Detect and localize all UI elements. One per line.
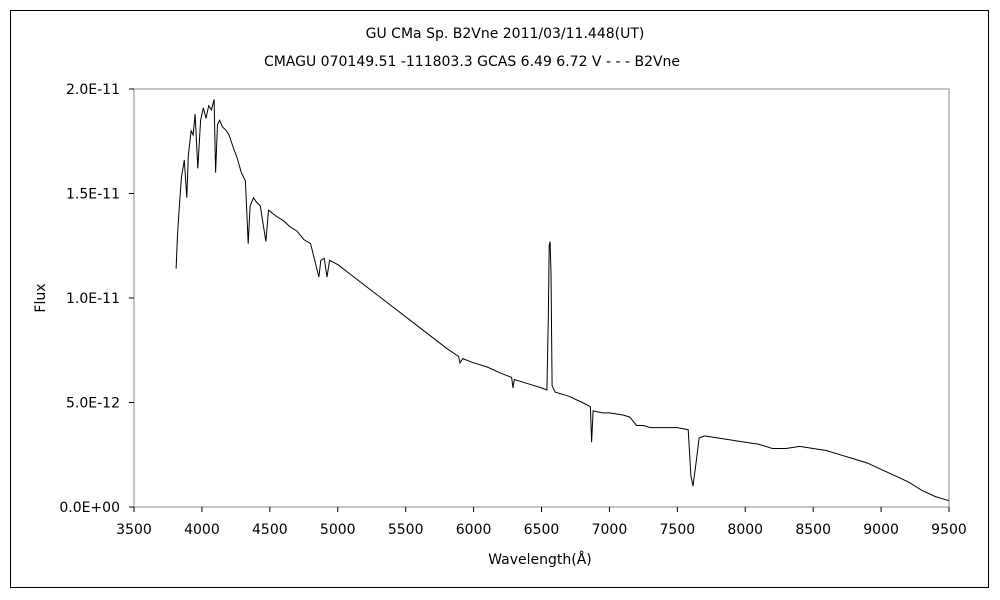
x-tick-label: 5500 (388, 522, 424, 538)
chart-frame (10, 10, 989, 588)
y-tick-label: 5.0E-12 (66, 396, 120, 412)
x-tick-label: 7500 (660, 522, 696, 538)
y-axis-label: Flux (33, 283, 49, 312)
y-tick-label: 0.0E+00 (59, 500, 120, 516)
x-tick-label: 7000 (592, 522, 628, 538)
spectrum-line (175, 99, 950, 502)
x-tick-label: 4000 (184, 522, 220, 538)
x-tick-label: 8000 (727, 522, 763, 538)
x-tick-label: 6000 (456, 522, 492, 538)
x-tick-label: 4500 (252, 522, 288, 538)
x-tick-label: 9000 (863, 522, 899, 538)
x-tick-label: 6500 (524, 522, 560, 538)
chart-title: GU CMa Sp. B2Vne 2011/03/11.448(UT) (366, 26, 645, 42)
chart-subtitle: CMAGU 070149.51 -111803.3 GCAS 6.49 6.72… (264, 54, 680, 70)
x-axis-label: Wavelength(Å) (488, 551, 592, 568)
y-tick-label: 2.0E-11 (66, 82, 120, 98)
plot-area (133, 88, 950, 508)
y-tick-label: 1.5E-11 (66, 187, 120, 203)
x-tick-label: 8500 (795, 522, 831, 538)
x-tick-label: 3500 (116, 522, 152, 538)
y-tick-label: 1.0E-11 (66, 291, 120, 307)
x-tick-label: 5000 (320, 522, 356, 538)
x-tick-label: 9500 (931, 522, 967, 538)
